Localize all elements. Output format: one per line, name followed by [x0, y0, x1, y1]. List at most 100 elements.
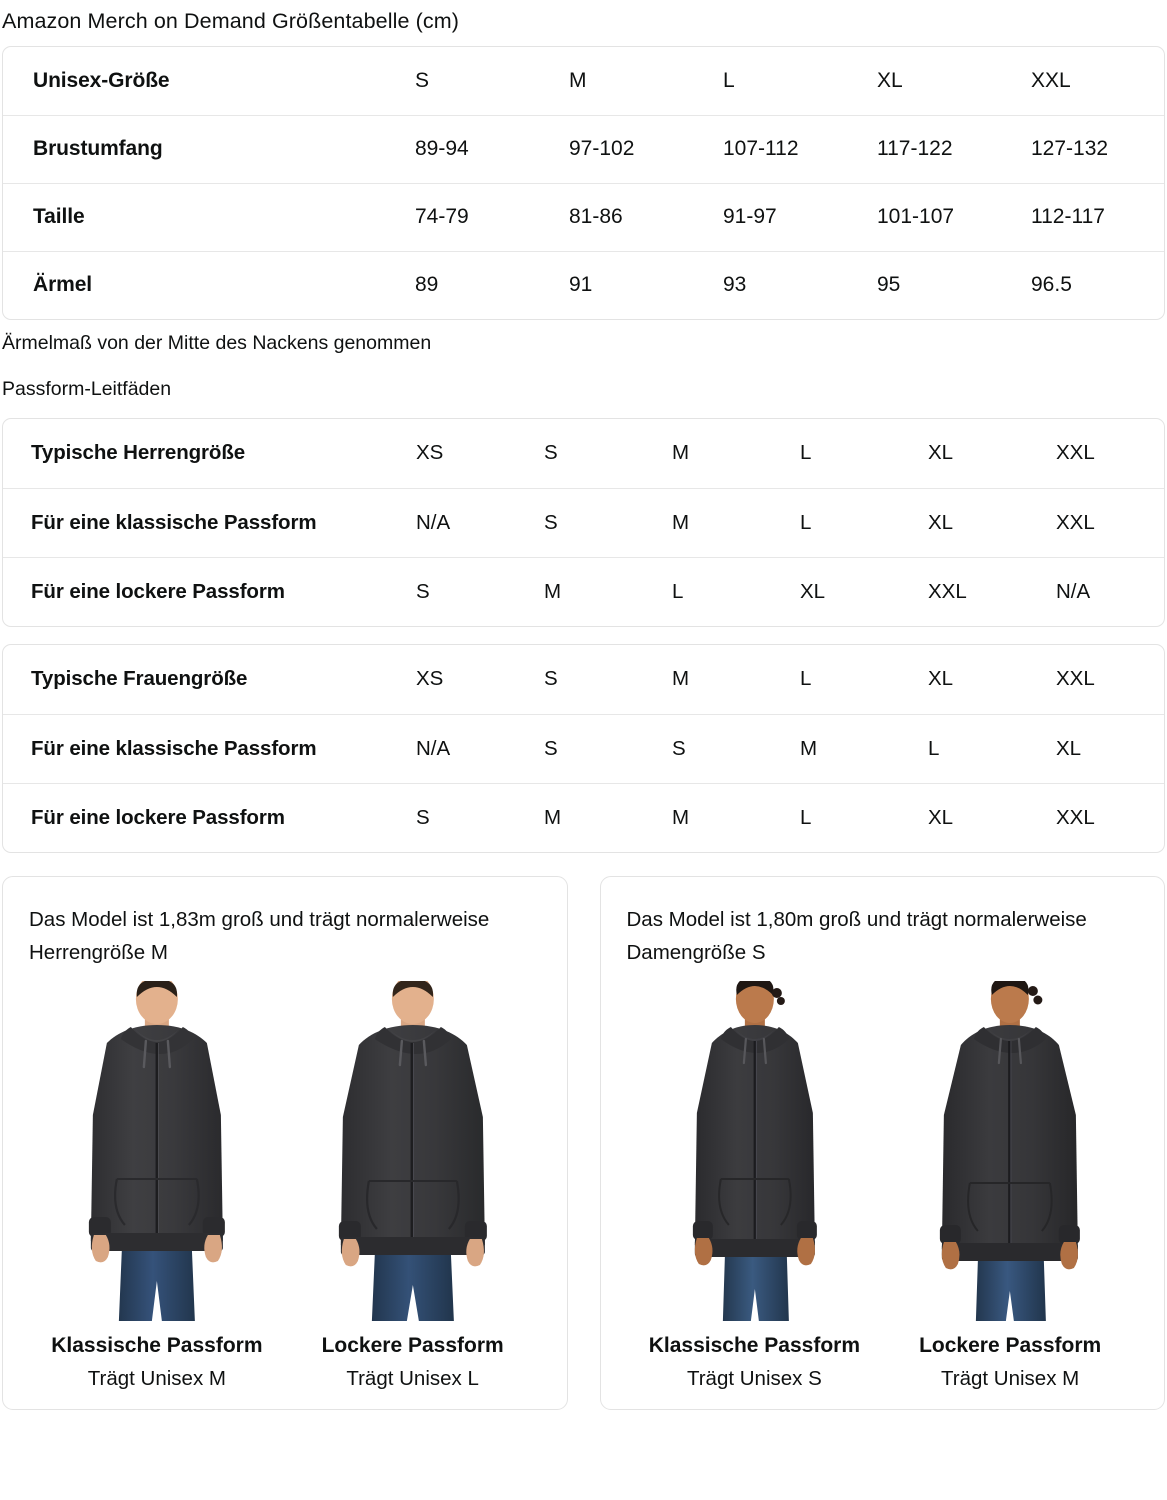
model-fit-column: Klassische Passform Trägt Unisex S: [627, 980, 883, 1391]
cell-value: 127-132: [1031, 137, 1109, 161]
cell-value: XL: [928, 510, 954, 534]
column-header-xl: XL: [877, 68, 903, 92]
cell-value: M: [672, 667, 690, 691]
table-row: Für eine klassische Passform N/A S M L X…: [3, 487, 1164, 557]
cell-value: L: [800, 441, 812, 465]
cell-value: XS: [416, 667, 444, 691]
cell-value: L: [800, 667, 812, 691]
cell-value: N/A: [416, 510, 451, 534]
cell-value: N/A: [416, 736, 451, 760]
cell-value: XXL: [928, 579, 967, 603]
row-label: Typische Frauengröße: [31, 667, 248, 691]
row-label: Taille: [33, 205, 85, 229]
model-fit-column: Klassische Passform Trägt Unisex M: [29, 980, 285, 1391]
cell-value: L: [928, 736, 940, 760]
cell-value: S: [416, 805, 430, 829]
woman-relaxed-hoodie-photo: [882, 980, 1138, 1321]
fit-name: Klassische Passform: [648, 1333, 861, 1357]
table-row: Typische Frauengröße XS S M L XL XXL: [3, 645, 1164, 714]
cell-value: S: [416, 579, 430, 603]
model-photo-pair: Klassische Passform Trägt Unisex S: [627, 980, 1139, 1391]
mens-fit-table: Typische Herrengröße XS S M L XL XXL Für…: [2, 417, 1165, 627]
cell-value: L: [800, 510, 812, 534]
cell-value: 95: [877, 273, 901, 297]
cell-value: 112-117: [1031, 205, 1105, 229]
row-label: Für eine klassische Passform: [31, 510, 317, 534]
column-header-l: L: [723, 68, 735, 92]
table-row: Für eine lockere Passform S M M L XL XXL: [3, 782, 1164, 852]
row-label: Für eine lockere Passform: [31, 579, 285, 603]
mens-model-card: Das Model ist 1,83m groß und trägt norma…: [2, 875, 568, 1410]
row-label: Brustumfang: [33, 137, 163, 161]
woman-classic-hoodie-photo: [627, 980, 883, 1321]
fit-wears: Trägt Unisex S: [686, 1366, 822, 1390]
table-row: Brustumfang 89-94 97-102 107-112 117-122…: [3, 114, 1164, 183]
table-row: Taille 74-79 81-86 91-97 101-107 112-117: [3, 182, 1164, 251]
row-label: Typische Herrengröße: [31, 441, 246, 465]
cell-value: 81-86: [569, 205, 623, 229]
cell-value: S: [672, 736, 686, 760]
fit-wears: Trägt Unisex L: [346, 1366, 479, 1390]
fit-wears: Trägt Unisex M: [87, 1366, 226, 1390]
cell-value: S: [544, 667, 558, 691]
unisex-size-table: Unisex-Größe S M L XL XXL Brustumfang 89…: [2, 45, 1165, 320]
cell-value: 117-122: [877, 137, 953, 161]
cell-value: M: [544, 805, 562, 829]
cell-value: XS: [416, 441, 444, 465]
cell-value: N/A: [1056, 579, 1091, 603]
column-header-m: M: [569, 68, 587, 92]
cell-value: S: [544, 441, 558, 465]
cell-value: M: [672, 510, 690, 534]
fit-guides-heading: Passform-Leitfäden: [2, 377, 172, 400]
model-caption: Das Model ist 1,83m groß und trägt norma…: [29, 907, 490, 964]
page-title: Amazon Merch on Demand Größentabelle (cm…: [2, 9, 459, 33]
cell-value: M: [800, 736, 818, 760]
column-header-s: S: [415, 68, 430, 92]
womens-fit-table: Typische Frauengröße XS S M L XL XXL Für…: [2, 643, 1165, 853]
cell-value: S: [544, 736, 558, 760]
fit-name: Lockere Passform: [919, 1333, 1102, 1357]
man-relaxed-hoodie-photo: [285, 980, 541, 1321]
cell-value: M: [544, 579, 562, 603]
cell-value: M: [672, 805, 690, 829]
cell-value: XXL: [1056, 805, 1095, 829]
cell-value: 107-112: [723, 137, 799, 161]
cell-value: XXL: [1056, 667, 1095, 691]
model-photo-pair: Klassische Passform Trägt Unisex M: [29, 980, 541, 1391]
cell-value: 89-94: [415, 137, 469, 161]
womens-model-card: Das Model ist 1,80m groß und trägt norma…: [599, 875, 1165, 1410]
fit-name: Klassische Passform: [51, 1333, 263, 1357]
cell-value: 74-79: [415, 205, 469, 229]
man-classic-hoodie-photo: [29, 980, 285, 1321]
cell-value: XL: [928, 805, 954, 829]
cell-value: XL: [1056, 736, 1082, 760]
sleeve-measurement-note: Ärmelmaß von der Mitte des Nackens genom…: [2, 331, 432, 354]
model-fit-column: Lockere Passform Trägt Unisex M: [882, 980, 1138, 1391]
table-header-row: Unisex-Größe S M L XL XXL: [3, 47, 1164, 115]
size-guide-page: Amazon Merch on Demand Größentabelle (cm…: [2, 9, 1165, 1410]
model-fit-column: Lockere Passform Trägt Unisex L: [285, 980, 541, 1391]
cell-value: S: [544, 510, 558, 534]
model-caption: Das Model ist 1,80m groß und trägt norma…: [626, 907, 1087, 964]
table-row: Für eine klassische Passform N/A S S M L…: [3, 713, 1164, 783]
column-header-xxl: XXL: [1031, 68, 1071, 92]
cell-value: 101-107: [877, 205, 955, 229]
cell-value: XXL: [1056, 510, 1095, 534]
cell-value: 91-97: [723, 205, 777, 229]
row-label: Für eine lockere Passform: [31, 805, 285, 829]
cell-value: XXL: [1056, 441, 1095, 465]
cell-value: 97-102: [569, 137, 635, 161]
cell-value: 93: [723, 273, 747, 297]
column-header-label: Unisex-Größe: [33, 68, 170, 92]
cell-value: 96.5: [1031, 273, 1072, 297]
table-row: Für eine lockere Passform S M L XL XXL N…: [3, 556, 1164, 626]
table-row: Ärmel 89 91 93 95 96.5: [3, 250, 1164, 319]
cell-value: L: [800, 805, 812, 829]
cell-value: XL: [928, 441, 954, 465]
cell-value: XL: [800, 579, 826, 603]
cell-value: 91: [569, 273, 593, 297]
fit-name: Lockere Passform: [321, 1333, 504, 1357]
row-label: Für eine klassische Passform: [31, 736, 317, 760]
table-row: Typische Herrengröße XS S M L XL XXL: [3, 419, 1164, 488]
fit-wears: Trägt Unisex M: [941, 1366, 1080, 1390]
